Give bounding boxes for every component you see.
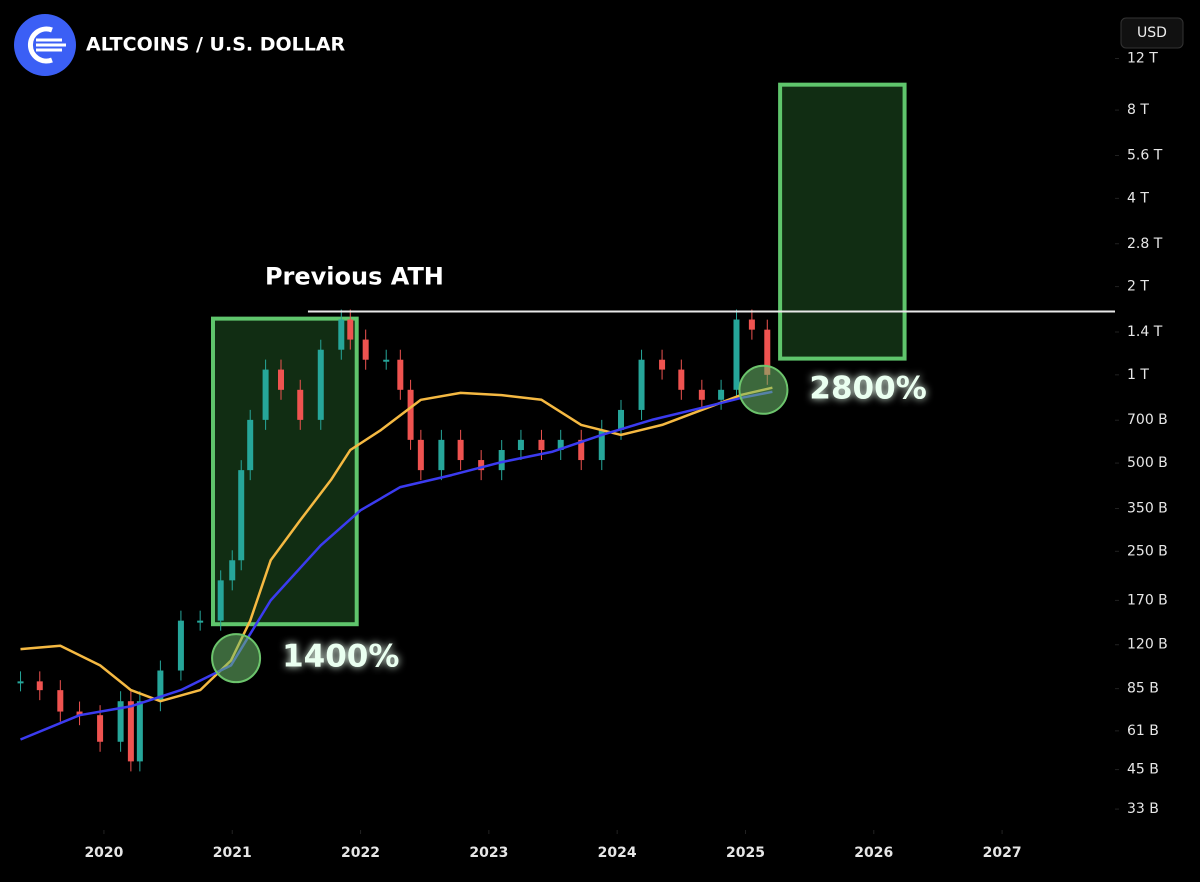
- candle-body: [638, 359, 645, 410]
- target-box: [210, 316, 359, 627]
- candle-body: [659, 359, 666, 370]
- candle-body: [347, 319, 354, 340]
- candle-body: [748, 319, 755, 330]
- candle-body: [578, 439, 585, 461]
- candle-body: [197, 620, 204, 623]
- candle-body: [478, 460, 485, 471]
- candle-body: [97, 715, 104, 742]
- candle-body: [764, 329, 771, 375]
- x-tick-label: 2020: [84, 845, 123, 861]
- x-tick-label: 2026: [854, 845, 893, 861]
- candle-body: [36, 681, 43, 691]
- y-tick-label: 120 B: [1127, 637, 1168, 653]
- y-tick-label: 33 B: [1127, 801, 1159, 817]
- candle-body: [157, 670, 164, 702]
- candle-body: [618, 409, 625, 430]
- y-tick-label: 4 T: [1127, 190, 1149, 206]
- gain-label: 2800%: [809, 370, 926, 406]
- candle-body: [407, 389, 414, 440]
- x-tick-label: 2023: [469, 845, 508, 861]
- y-tick-label: 12 T: [1127, 50, 1158, 66]
- candle-body: [117, 701, 124, 742]
- candle-body: [317, 349, 324, 420]
- moving-average: [20, 386, 773, 703]
- ath-label: Previous ATH: [265, 262, 444, 290]
- candle-body: [297, 389, 304, 420]
- candle-body: [217, 580, 224, 621]
- cross-circle: [211, 633, 262, 684]
- y-tick-label: 85 B: [1127, 681, 1159, 697]
- logo: [14, 14, 76, 76]
- candle-body: [338, 319, 345, 350]
- candle-body: [277, 369, 284, 390]
- candle-body: [57, 690, 64, 712]
- candle-body: [76, 711, 83, 716]
- candle-body: [498, 450, 505, 471]
- target-box: [778, 82, 907, 361]
- y-tick-label: 45 B: [1127, 762, 1159, 778]
- candle-body: [457, 439, 464, 461]
- y-tick-label: 700 B: [1127, 412, 1168, 428]
- y-tick-label: 500 B: [1127, 455, 1168, 471]
- x-tick-label: 2021: [213, 845, 252, 861]
- moving-average: [20, 390, 773, 741]
- y-tick-label: 2.8 T: [1127, 236, 1163, 252]
- y-tick-label: 5.6 T: [1127, 148, 1163, 164]
- candle-body: [229, 560, 236, 581]
- candle-body: [733, 319, 740, 390]
- candle-body: [247, 419, 254, 471]
- candle-body: [698, 389, 705, 400]
- y-tick-label: 8 T: [1127, 102, 1149, 118]
- candle-body: [678, 369, 685, 390]
- candle-body: [417, 439, 424, 471]
- currency-label: USD: [1137, 25, 1167, 41]
- y-tick-label: 250 B: [1127, 543, 1168, 559]
- candle-body: [557, 439, 564, 451]
- y-tick-label: 1 T: [1127, 367, 1149, 383]
- candle-body: [718, 389, 725, 400]
- candle-body: [598, 429, 605, 461]
- x-tick-label: 2022: [341, 845, 380, 861]
- gain-label: 1400%: [282, 639, 399, 675]
- y-tick-label: 350 B: [1127, 500, 1168, 516]
- candle-body: [538, 439, 545, 451]
- candle-body: [136, 701, 143, 762]
- x-tick-label: 2025: [726, 845, 765, 861]
- candle-body: [383, 359, 390, 362]
- candle-body: [362, 339, 369, 360]
- chart-title: ALTCOINS / U.S. DOLLAR: [86, 34, 346, 56]
- y-tick-label: 1.4 T: [1127, 324, 1163, 340]
- currency-badge[interactable]: [1120, 17, 1184, 49]
- x-tick-label: 2024: [598, 845, 637, 861]
- candle-body: [262, 369, 269, 420]
- y-tick-label: 2 T: [1127, 279, 1149, 295]
- candle-body: [438, 439, 445, 471]
- cross-circle: [738, 364, 789, 415]
- x-tick-label: 2027: [983, 845, 1022, 861]
- y-tick-label: 61 B: [1127, 723, 1159, 739]
- candle-body: [397, 359, 404, 390]
- y-tick-label: 170 B: [1127, 592, 1168, 608]
- candle-body: [517, 439, 524, 451]
- candle-body: [127, 701, 134, 762]
- candle-body: [17, 681, 24, 684]
- candle-body: [177, 620, 184, 671]
- candle-body: [238, 470, 245, 561]
